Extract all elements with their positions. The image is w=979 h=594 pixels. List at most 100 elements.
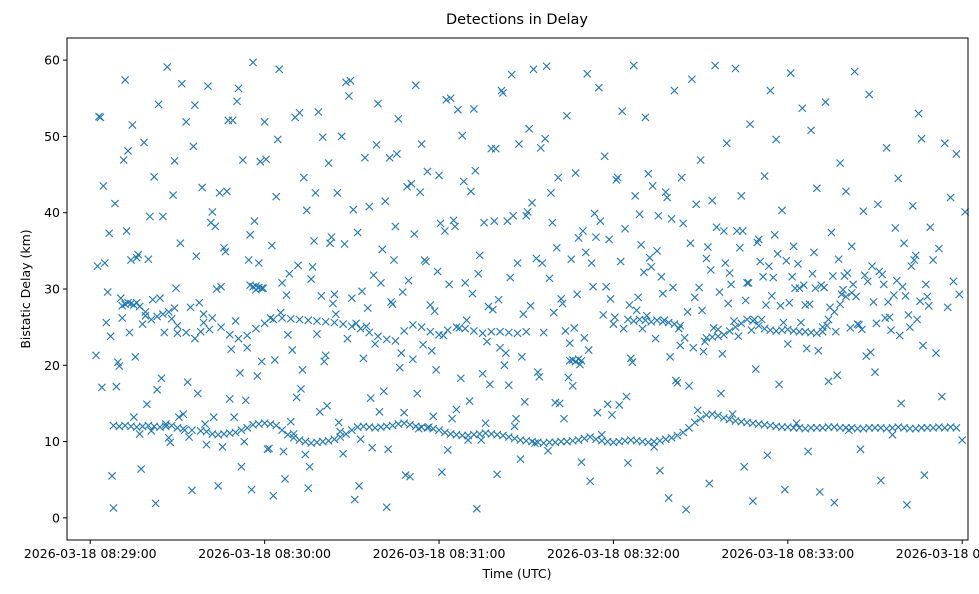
detection-marker <box>831 327 840 336</box>
detection-marker <box>654 211 663 220</box>
detection-marker <box>725 268 734 277</box>
detection-marker <box>762 301 770 310</box>
detection-marker <box>278 314 287 322</box>
detection-marker <box>128 120 137 129</box>
detection-marker <box>315 407 324 416</box>
detection-marker <box>177 79 186 88</box>
detection-marker <box>394 114 403 123</box>
detection-marker <box>417 323 426 332</box>
detection-marker <box>836 423 845 432</box>
detection-marker <box>138 320 147 329</box>
detection-marker <box>808 269 817 278</box>
detection-marker <box>641 316 650 325</box>
detection-marker <box>734 332 743 341</box>
detection-marker <box>203 82 212 91</box>
detection-marker <box>888 430 897 439</box>
detection-marker <box>110 199 119 208</box>
detection-marker <box>247 485 256 494</box>
detection-marker <box>600 152 609 161</box>
detection-marker <box>789 423 798 432</box>
detection-marker <box>961 207 970 216</box>
detection-marker <box>807 423 816 432</box>
detection-marker <box>259 284 268 293</box>
detection-marker <box>310 236 319 245</box>
detection-marker <box>474 269 483 278</box>
detection-marker <box>324 159 333 168</box>
detection-marker <box>850 67 859 76</box>
detection-marker <box>209 413 218 422</box>
detection-marker <box>388 300 397 309</box>
detection-marker <box>482 337 491 346</box>
detection-marker <box>958 436 967 445</box>
detection-marker <box>637 240 646 249</box>
detection-marker <box>327 233 336 242</box>
detection-marker <box>346 76 355 85</box>
detection-marker <box>180 426 189 435</box>
detection-marker <box>443 445 452 454</box>
detection-marker <box>618 107 627 116</box>
detection-marker <box>658 289 667 298</box>
detection-marker <box>818 327 827 336</box>
detection-marker <box>125 328 134 337</box>
detection-marker <box>513 329 522 338</box>
detection-marker <box>144 255 153 264</box>
detection-marker <box>750 315 759 324</box>
detection-marker <box>256 157 265 166</box>
detection-marker <box>621 224 630 233</box>
detection-marker <box>792 419 801 428</box>
detection-marker <box>653 316 661 325</box>
detection-marker <box>789 242 798 251</box>
detection-marker <box>504 328 513 337</box>
detection-marker <box>631 191 640 200</box>
detection-marker <box>141 307 150 316</box>
detection-marker <box>776 301 785 310</box>
detection-marker <box>132 298 141 307</box>
detection-marker <box>528 198 537 207</box>
x-tick-label: 2026-03-18 08:33:00 <box>721 546 854 561</box>
detection-marker <box>587 259 596 268</box>
detection-marker <box>208 314 217 322</box>
detection-marker <box>498 88 507 97</box>
detection-marker <box>690 293 699 302</box>
detection-marker <box>363 304 372 313</box>
detection-marker <box>397 349 406 358</box>
detection-marker <box>536 143 545 152</box>
detection-marker <box>408 320 417 329</box>
detection-marker <box>578 227 587 236</box>
detection-marker <box>510 434 519 443</box>
detection-marker <box>158 212 167 221</box>
detection-marker <box>391 222 400 231</box>
detection-marker <box>560 414 568 423</box>
detection-marker <box>593 408 602 417</box>
detection-marker <box>189 142 198 151</box>
detection-marker <box>161 420 170 429</box>
detection-marker <box>545 274 554 283</box>
detection-marker <box>743 315 752 324</box>
detection-marker <box>839 285 848 294</box>
detection-marker <box>273 135 282 144</box>
detection-marker <box>411 81 420 90</box>
detection-marker <box>198 183 207 192</box>
detection-marker <box>687 75 696 84</box>
detection-marker <box>917 423 926 432</box>
detection-marker <box>865 423 874 432</box>
detection-marker <box>478 369 487 378</box>
detection-marker <box>589 282 598 291</box>
detection-marker <box>442 95 451 104</box>
detection-marker <box>253 371 262 380</box>
detection-marker <box>496 327 505 336</box>
detection-marker <box>591 435 600 444</box>
detection-marker <box>321 317 330 326</box>
detection-marker <box>846 323 855 332</box>
detection-marker <box>311 188 320 197</box>
detection-marker <box>679 428 688 437</box>
y-tick-label: 0 <box>52 510 60 525</box>
detection-marker <box>577 458 586 467</box>
detection-marker <box>747 326 756 335</box>
detection-marker <box>737 191 746 200</box>
detection-marker <box>823 321 832 330</box>
detection-marker <box>498 431 507 440</box>
detection-marker <box>793 259 802 268</box>
detection-marker <box>167 314 176 323</box>
detection-marker <box>379 387 388 396</box>
